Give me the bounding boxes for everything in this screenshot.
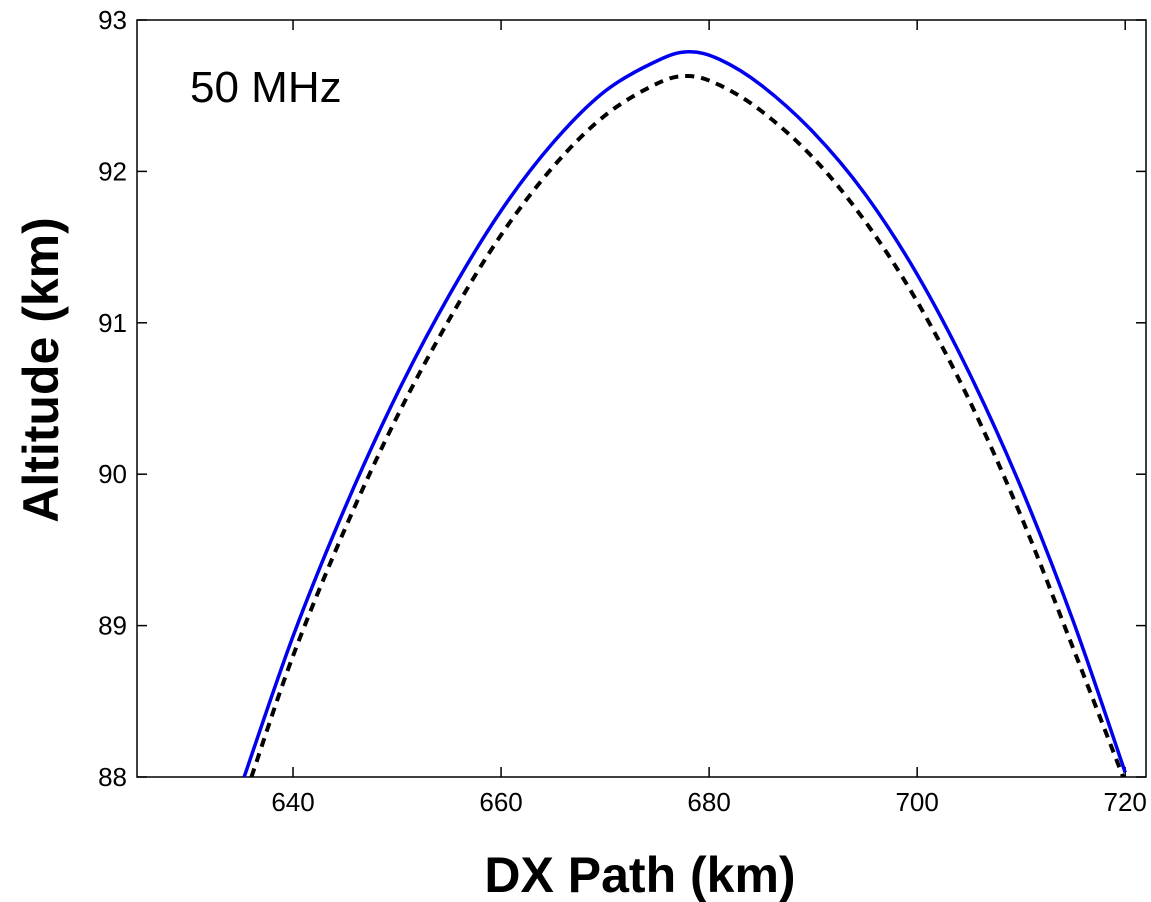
y-tick-label: 89 — [98, 611, 127, 641]
x-tick-label: 640 — [271, 787, 314, 817]
x-tick-label: 660 — [479, 787, 522, 817]
plot-frame — [136, 19, 1147, 778]
y-tick-label: 91 — [98, 308, 127, 338]
series-layer — [242, 50, 1127, 778]
y-axis-title: Altitude (km) — [13, 217, 69, 523]
y-tick-label: 93 — [98, 5, 127, 35]
annotation-label: 50 MHz — [190, 63, 342, 112]
x-tick-label: 680 — [687, 787, 730, 817]
y-tick-label: 90 — [98, 459, 127, 489]
y-tick-label: 88 — [98, 762, 127, 792]
y-tick-label: 92 — [98, 156, 127, 186]
series-line-solid — [242, 50, 1127, 778]
x-axis-title: DX Path (km) — [484, 847, 795, 902]
tick-labels: 640 660 680 700 720 88 89 90 91 92 93 — [98, 5, 1147, 817]
series-line-dashed — [249, 74, 1125, 778]
x-tick-label: 700 — [895, 787, 938, 817]
x-tick-label: 720 — [1104, 787, 1147, 817]
